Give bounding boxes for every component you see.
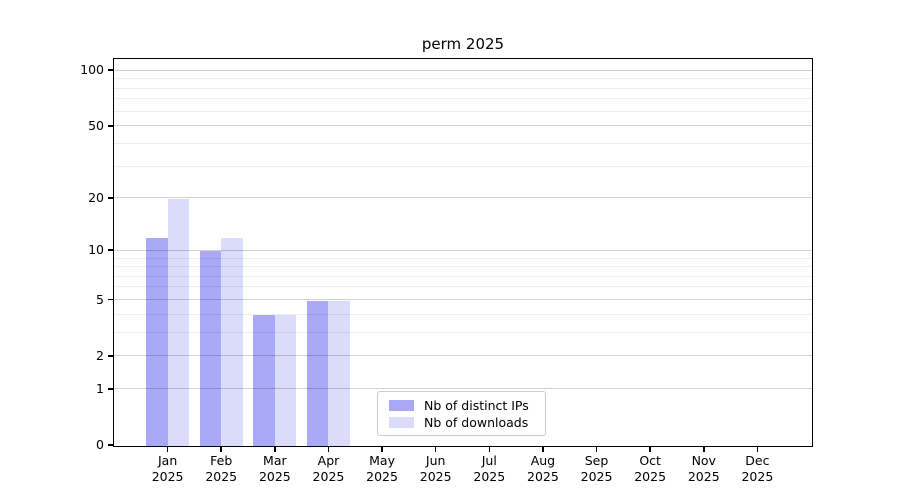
y-tick-label-2: 2 bbox=[96, 347, 104, 363]
y-tick-mark-0 bbox=[107, 444, 113, 446]
y-tick-label-1: 1 bbox=[96, 380, 104, 396]
bar-distinct-ips-feb bbox=[199, 251, 222, 446]
bars-layer bbox=[114, 59, 812, 446]
minor-gridline-40 bbox=[114, 142, 812, 144]
major-gridline-100 bbox=[114, 69, 812, 71]
x-tick-mark-jan bbox=[166, 446, 169, 452]
minor-gridline-70 bbox=[114, 98, 812, 100]
x-tick-label-jun: Jun 2025 bbox=[419, 453, 452, 484]
x-tick-mark-jun bbox=[434, 446, 437, 452]
minor-gridline-3 bbox=[114, 331, 812, 333]
bar-downloads-jan bbox=[167, 198, 190, 446]
bar-downloads-feb bbox=[221, 237, 243, 446]
minor-gridline-90 bbox=[114, 78, 812, 80]
major-gridline-2 bbox=[114, 355, 812, 357]
minor-gridline-8 bbox=[114, 266, 812, 268]
plot-area: 0 1 2 5 10 20 50 100 Jan 2025 Feb 2025 Mar 2025 Apr… bbox=[80, 58, 813, 484]
x-tick-label-apr: Apr 2025 bbox=[312, 453, 345, 484]
x-tick-mark-aug bbox=[542, 446, 544, 452]
minor-gridline-7 bbox=[114, 275, 812, 277]
x-tick-label-jan: Jan 2025 bbox=[151, 453, 184, 484]
y-tick-mark-5 bbox=[107, 298, 113, 301]
bar-downloads-mar bbox=[274, 315, 297, 446]
y-tick-label-20: 20 bbox=[88, 189, 104, 205]
legend-label-distinct-ips: Nb of distinct IPs bbox=[424, 398, 529, 413]
x-tick-mark-dec bbox=[756, 446, 759, 452]
major-gridline-50 bbox=[114, 125, 812, 127]
y-tick-label-0: 0 bbox=[96, 437, 104, 452]
y-tick-label-100: 100 bbox=[80, 62, 104, 78]
minor-gridline-4 bbox=[114, 313, 812, 315]
x-tick-mark-oct bbox=[649, 446, 651, 452]
y-tick-label-5: 5 bbox=[96, 291, 104, 307]
x-tick-label-may: May 2025 bbox=[366, 453, 398, 484]
x-tick-mark-may bbox=[381, 446, 383, 452]
x-tick-label-jul: Jul 2025 bbox=[473, 453, 506, 484]
x-tick-label-aug: Aug 2025 bbox=[527, 453, 559, 484]
y-tick-mark-10 bbox=[107, 249, 113, 252]
minor-gridline-60 bbox=[114, 110, 812, 112]
major-gridline-20 bbox=[114, 197, 812, 199]
x-tick-mark-apr bbox=[327, 446, 330, 452]
legend-item-downloads: Nb of downloads bbox=[389, 414, 545, 431]
minor-gridline-6 bbox=[114, 286, 812, 288]
x-tick-label-nov: Nov 2025 bbox=[687, 453, 720, 484]
x-tick-mark-sep bbox=[595, 446, 598, 452]
x-tick-label-sep: Sep 2025 bbox=[580, 453, 613, 484]
x-tick-label-oct: Oct 2025 bbox=[634, 453, 667, 484]
bar-downloads-apr bbox=[328, 300, 350, 446]
x-tick-mark-mar bbox=[274, 446, 276, 452]
x-tick-mark-nov bbox=[702, 446, 705, 452]
downloads-swatch-icon bbox=[389, 417, 414, 428]
x-tick-label-mar: Mar 2025 bbox=[258, 453, 291, 484]
chart-title: perm 2025 bbox=[421, 35, 505, 53]
legend-label-downloads: Nb of downloads bbox=[424, 415, 529, 430]
axis-layer: 0 1 2 5 10 20 50 100 Jan 2025 Feb 2025 Mar 2025 Apr… bbox=[80, 59, 812, 484]
x-tick-label-dec: Dec 2025 bbox=[741, 453, 774, 484]
x-tick-mark-jul bbox=[488, 446, 491, 452]
major-gridline-1 bbox=[114, 388, 812, 390]
minor-gridline-30 bbox=[114, 165, 812, 167]
legend-item-distinct-ips: Nb of distinct IPs bbox=[389, 397, 545, 414]
y-tick-label-50: 50 bbox=[88, 117, 104, 133]
major-gridline-5 bbox=[114, 298, 812, 301]
y-tick-mark-20 bbox=[107, 196, 113, 199]
grid-layer bbox=[114, 59, 812, 446]
distinct-ips-swatch-icon bbox=[389, 400, 414, 411]
bar-distinct-ips-mar bbox=[253, 315, 275, 446]
y-tick-mark-2 bbox=[107, 354, 113, 357]
y-tick-mark-100 bbox=[107, 69, 113, 72]
y-tick-mark-50 bbox=[107, 124, 113, 127]
y-tick-label-10: 10 bbox=[88, 242, 104, 258]
minor-gridline-9 bbox=[114, 257, 812, 259]
bar-distinct-ips-apr bbox=[307, 300, 329, 446]
bar-distinct-ips-jan bbox=[146, 237, 168, 446]
legend: Nb of distinct IPs Nb of downloads bbox=[377, 391, 546, 436]
y-tick-mark-1 bbox=[107, 387, 113, 390]
major-gridline-10 bbox=[114, 249, 812, 251]
x-tick-label-feb: Feb 2025 bbox=[205, 453, 238, 484]
minor-gridline-80 bbox=[114, 87, 812, 89]
x-tick-mark-feb bbox=[220, 446, 223, 452]
